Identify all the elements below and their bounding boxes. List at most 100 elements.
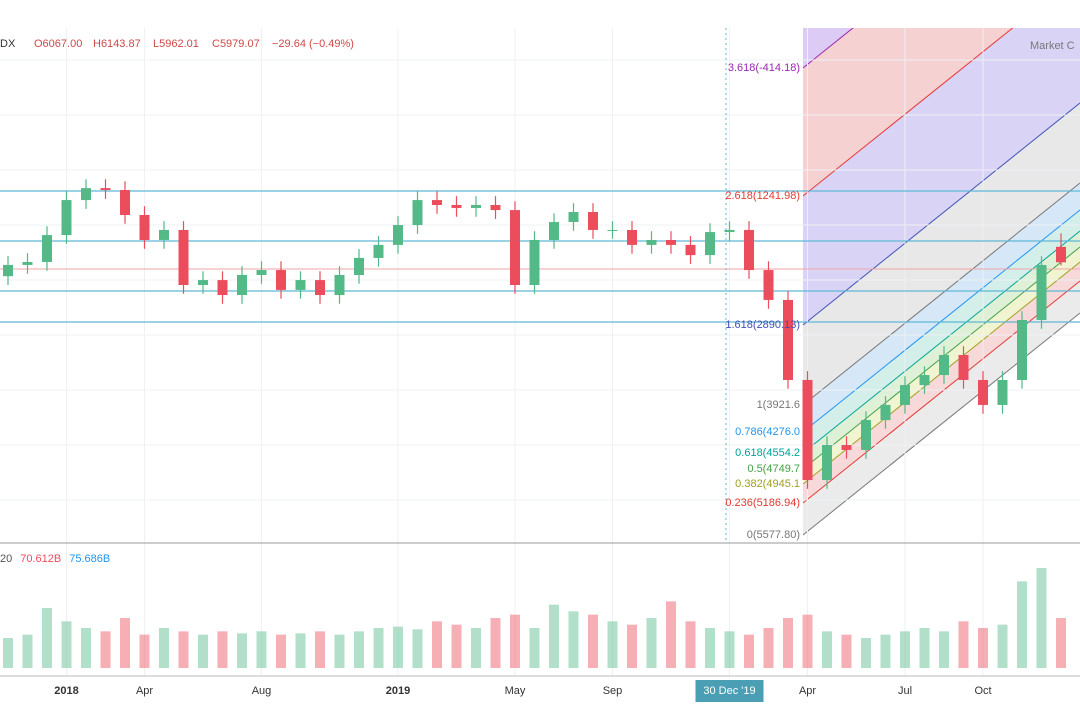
volume-bar [432,621,442,668]
volume-bars [3,568,1066,668]
volume-bar [510,614,520,668]
volume-bar [1017,581,1027,668]
volume-bar [354,631,364,668]
candle-body [510,210,520,285]
volume-bar [42,608,52,668]
volume-bar [588,614,598,668]
candle-body [861,420,871,450]
candle-body [334,274,345,296]
volume-bar [315,631,325,668]
volume-bar [978,628,988,668]
candle-body [568,212,579,223]
candle-body [237,274,247,296]
fib-label: 2.618(1241.98) [725,190,800,202]
fib-line [803,280,1080,504]
candle-body [490,204,501,211]
x-tick-label: 30 Dec '19 [703,685,755,697]
candle-body [295,280,306,290]
volume-bar [568,611,579,668]
candle-body [217,280,228,296]
ohlc-close: C5979.07 [212,38,260,50]
candle-body [646,239,657,245]
candle-body [666,239,676,245]
candle-body [939,354,949,376]
volume-bar [1056,618,1066,668]
candle-body [978,379,988,405]
candle-body [802,379,813,481]
volume-bar [3,638,13,668]
labels: 3.618(-414.18) 2.618(1241.98) 1.618(2890.1… [0,62,992,702]
candle-body [100,188,111,191]
candle-body [198,280,208,285]
candle-body [315,280,325,296]
volume-bar [900,631,910,668]
fib-label: 1(3921.6 [757,399,800,411]
volume-bar [334,634,345,668]
candle-body [919,375,930,386]
corner-note: Market C [1030,40,1075,52]
fib-line [803,102,1080,326]
candle-body [393,225,403,245]
candle-body [588,212,598,230]
candle-body [373,244,384,258]
volume-bar [919,628,930,668]
volume-bar [549,604,559,668]
volume-bar [861,638,871,668]
volume-legend: 75.686B [69,553,110,565]
candles [3,179,1066,489]
fib-band [803,183,1080,432]
candle-body [451,204,462,208]
change: −29.64 (−0.49%) [272,38,354,50]
candle-body [81,188,91,201]
candle-body [607,229,618,231]
crosshair-label-bg [695,680,764,702]
volume-bar [393,626,403,668]
volume-bar [939,631,949,668]
fib-band [803,28,1080,68]
volume-legend: 70.612B [20,553,61,565]
candle-body [1036,264,1047,320]
candle-body [22,261,33,265]
candle-body [432,200,442,205]
candle-body [471,204,481,208]
candle-body [724,229,735,233]
volume-bar [198,634,208,668]
fib-line [803,28,854,69]
volume-bar [646,618,657,668]
volume-bar [256,631,267,668]
volume-bar [373,628,384,668]
x-tick-label: Aug [252,685,272,697]
candle-body [783,299,793,380]
x-tick-label: Jul [898,685,912,697]
volume-bar [685,621,696,668]
fib-label: 0.236(5186.94) [725,497,800,509]
fib-band [803,210,1080,453]
volume-bar [783,618,793,668]
candle-body [627,229,637,245]
candle-body [822,445,832,481]
ohlc-high: H6143.87 [93,38,141,50]
candle-body [997,379,1008,405]
fib-line [803,209,1080,433]
volume-bar [178,631,189,668]
volume-bar [139,634,150,668]
volume-bar [295,633,306,668]
volume-bar [61,621,72,668]
volume-bar [822,631,832,668]
volume-bar [627,624,637,668]
candle-body [705,232,715,256]
ohlc-open: O6067.00 [34,38,82,50]
fib-band [803,281,1080,535]
candle-body [139,215,150,240]
candle-body [61,200,72,236]
volume-legend: 20 [0,553,12,565]
volume-bar [880,634,891,668]
candle-body [900,385,910,405]
x-tick-label: May [505,685,526,697]
fib-band [803,28,1080,325]
volume-bar [997,624,1008,668]
fib-label: 0.786(4276.0 [735,426,800,438]
fib-label: 0.5(4749.7 [747,463,800,475]
volume-bar [217,631,228,668]
